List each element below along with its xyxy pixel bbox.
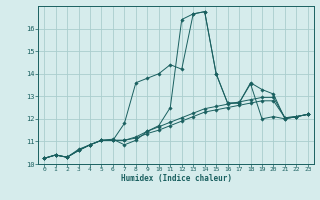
X-axis label: Humidex (Indice chaleur): Humidex (Indice chaleur) xyxy=(121,174,231,183)
